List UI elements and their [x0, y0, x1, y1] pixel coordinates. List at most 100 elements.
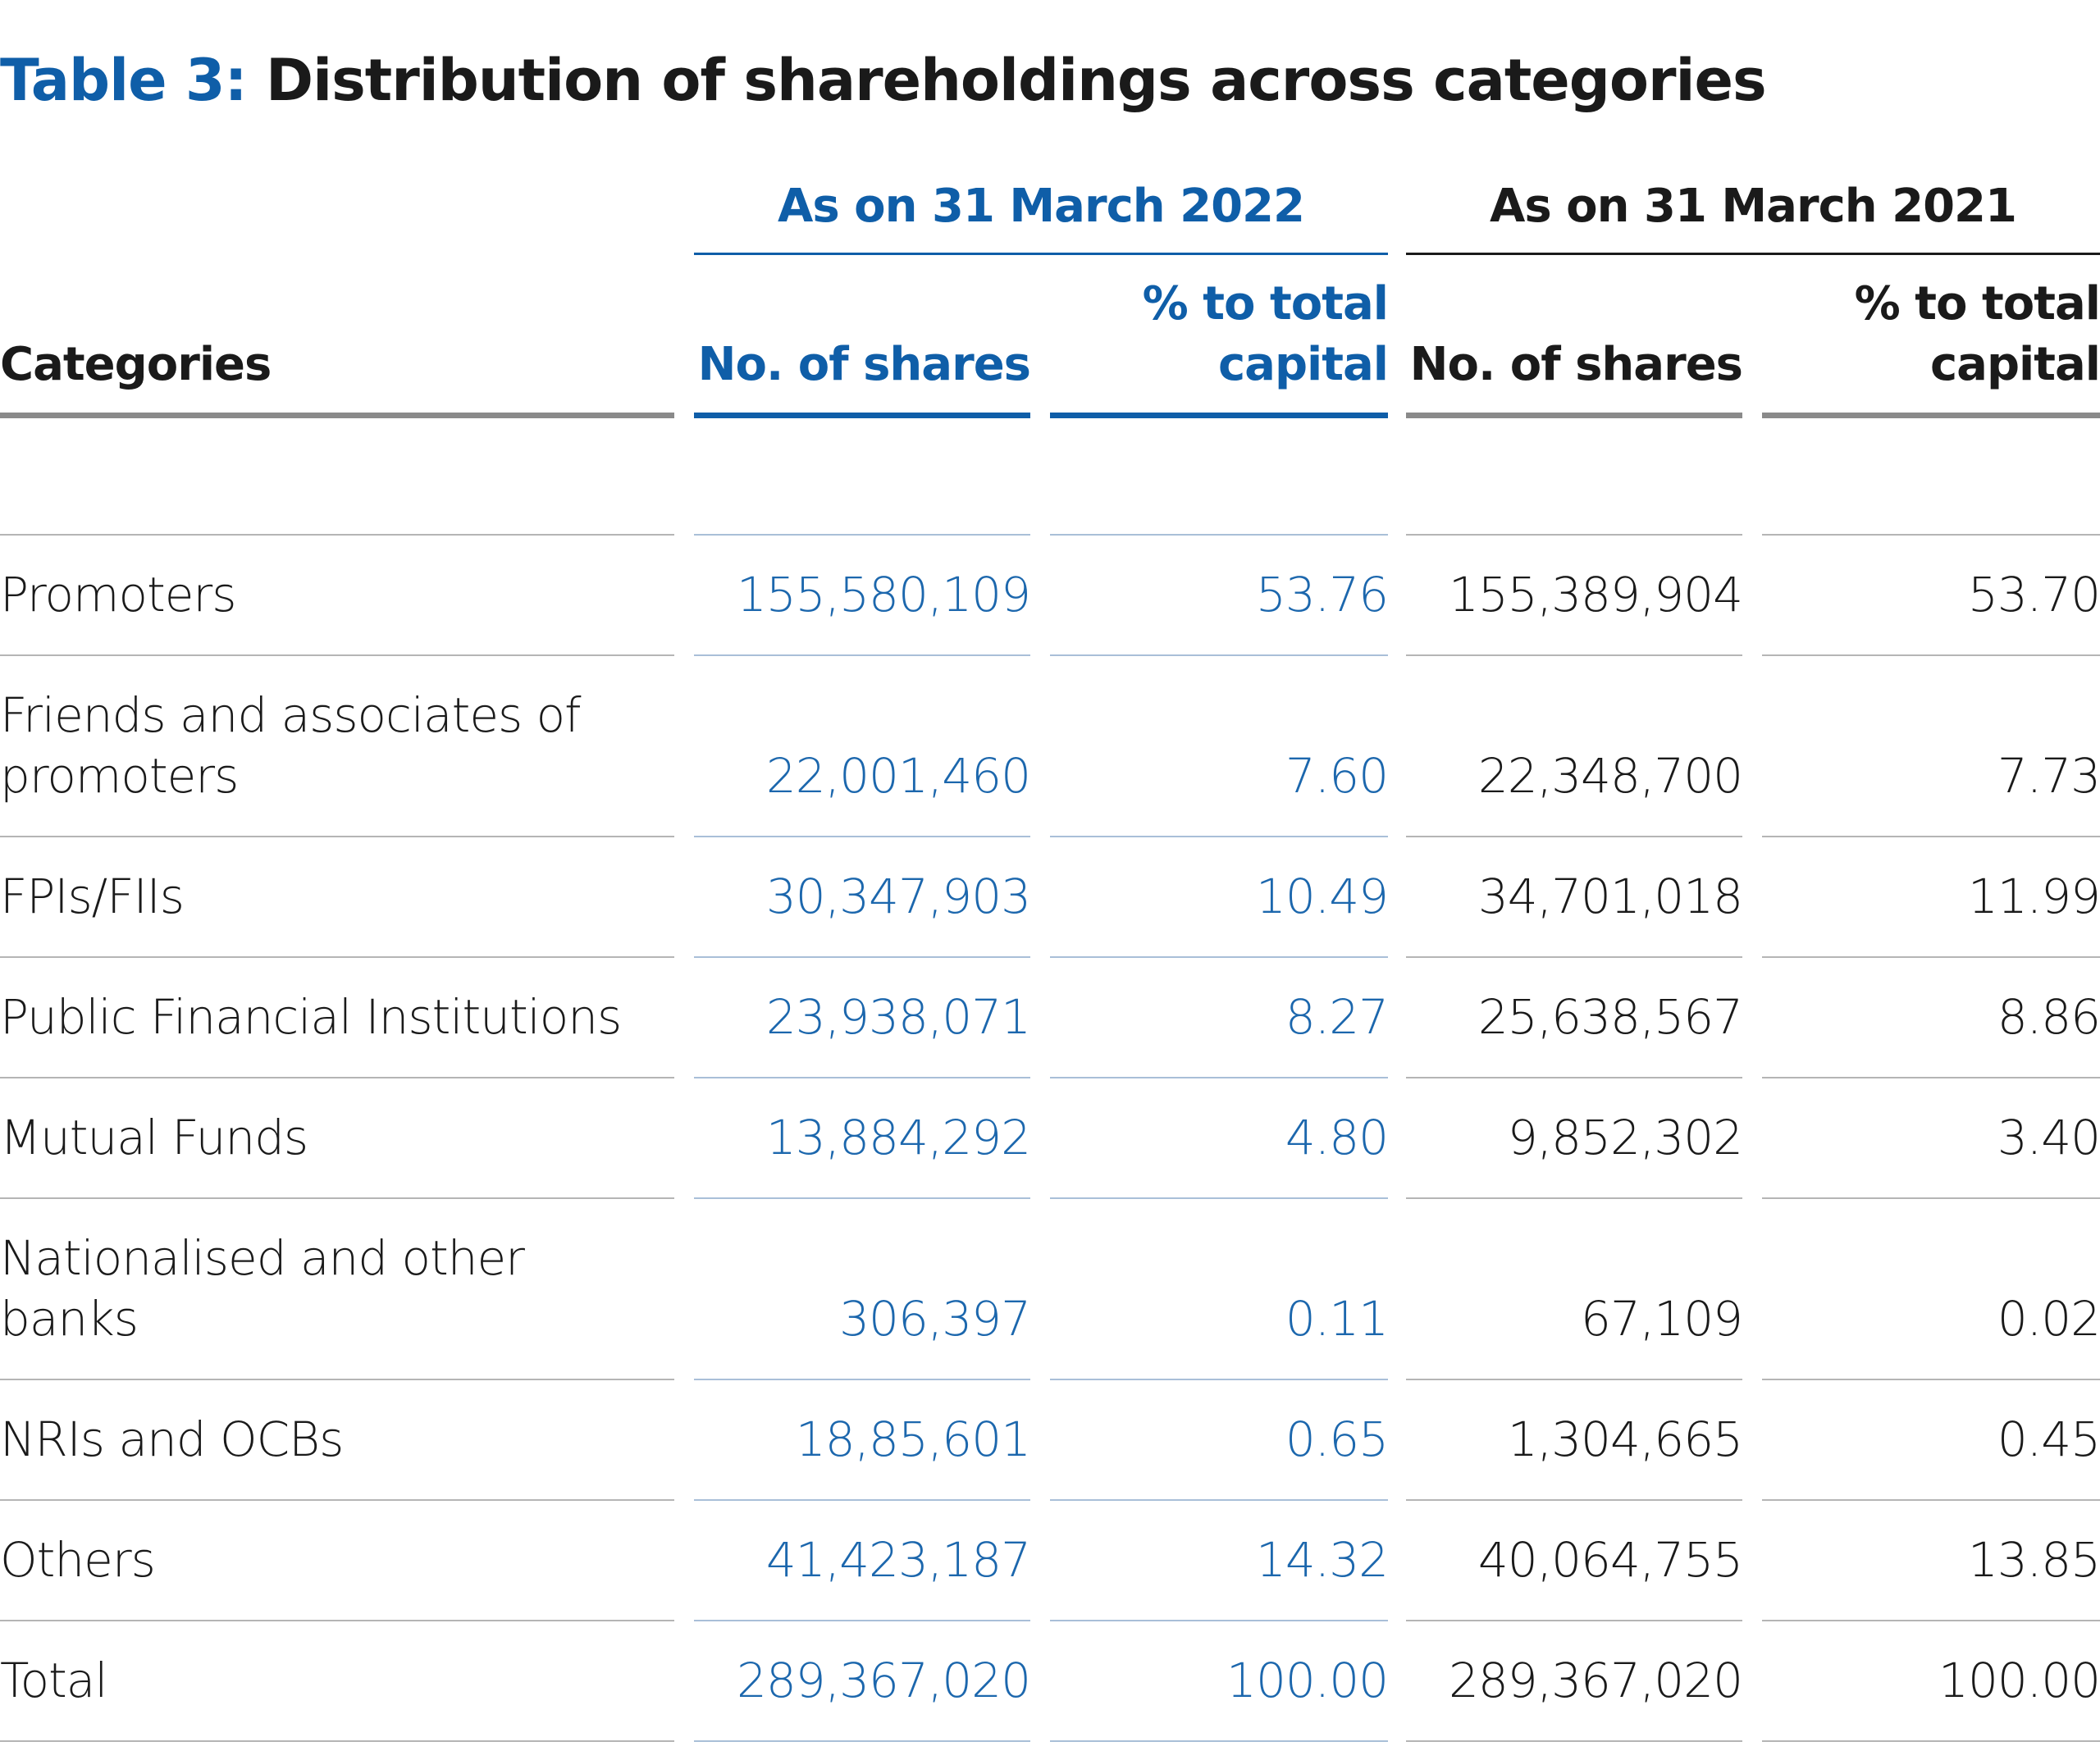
column-header-shares-2021: No. of shares — [1409, 338, 1743, 391]
row-rule — [1406, 1077, 1742, 1078]
row-rule — [1762, 534, 2100, 536]
pct-2022-cell: 0.65 — [1285, 1411, 1389, 1467]
shares-2022-cell: 30,347,903 — [765, 869, 1031, 924]
pct-2022-cell: 0.11 — [1285, 1291, 1389, 1347]
shares-2021-cell: 67,109 — [1581, 1291, 1743, 1347]
header-rule-shares-2021 — [1406, 413, 1742, 418]
row-rule — [694, 836, 1030, 837]
row-rule — [0, 1620, 674, 1621]
group-rule-2022 — [694, 253, 1388, 255]
row-rule — [1406, 1620, 1742, 1621]
table-caption: Distribution of shareholdings across cat… — [265, 47, 1767, 114]
shares-2021-cell: 9,852,302 — [1507, 1110, 1743, 1165]
pct-2021-cell: 7.73 — [1997, 748, 2100, 804]
group-header-2021: As on 31 March 2021 — [1490, 180, 2017, 233]
category-cell: promoters — [0, 748, 239, 804]
category-cell: Nationalised and other — [0, 1230, 525, 1286]
row-rule — [1050, 1077, 1388, 1078]
pct-2022-cell: 53.76 — [1255, 567, 1389, 622]
row-rule — [1762, 1379, 2100, 1380]
pct-2021-cell: 11.99 — [1967, 869, 2100, 924]
row-rule — [694, 956, 1030, 958]
column-header-pct-2021-line1: % to total — [1854, 277, 2100, 331]
row-rule — [1406, 1499, 1742, 1501]
category-cell: banks — [0, 1291, 139, 1347]
row-rule — [0, 654, 674, 656]
shares-2022-cell: 306,397 — [839, 1291, 1031, 1347]
pct-2021-cell: 13.85 — [1967, 1532, 2100, 1588]
header-rule-pct-2022 — [1050, 413, 1388, 418]
pct-2021-cell: 100.00 — [1938, 1653, 2100, 1708]
row-rule — [1406, 836, 1742, 837]
column-header-categories: Categories — [0, 338, 272, 391]
shares-2022-cell: 13,884,292 — [765, 1110, 1031, 1165]
row-rule — [1406, 654, 1742, 656]
row-rule — [1050, 534, 1388, 536]
row-rule — [1406, 1197, 1742, 1199]
row-rule — [0, 534, 674, 536]
header-rule-categories — [0, 413, 674, 418]
row-rule — [0, 956, 674, 958]
row-rule — [1050, 956, 1388, 958]
shares-2021-cell: 34,701,018 — [1477, 869, 1743, 924]
category-cell: Promoters — [0, 567, 236, 622]
shares-2022-cell: 41,423,187 — [765, 1532, 1031, 1588]
shares-2022-cell: 23,938,071 — [765, 989, 1031, 1045]
row-rule — [0, 1379, 674, 1380]
row-rule — [1050, 1740, 1388, 1742]
shares-2021-cell: 289,367,020 — [1449, 1653, 1743, 1708]
column-header-pct-2022-line1: % to total — [1142, 277, 1389, 331]
pct-2021-cell: 8.86 — [1997, 989, 2100, 1045]
pct-2022-cell: 14.32 — [1255, 1532, 1389, 1588]
category-cell: FPIs/FIIs — [0, 869, 185, 924]
group-rule-2021 — [1406, 253, 2100, 255]
row-rule — [694, 1499, 1030, 1501]
shares-2021-cell: 40,064,755 — [1477, 1532, 1743, 1588]
shares-2022-cell: 289,367,020 — [737, 1653, 1031, 1708]
pct-2021-cell: 0.02 — [1997, 1291, 2100, 1347]
category-cell: Others — [0, 1532, 156, 1588]
category-cell: Total — [0, 1653, 107, 1708]
group-header-2022: As on 31 March 2022 — [778, 180, 1305, 233]
row-rule — [694, 534, 1030, 536]
category-cell: Public Financial Institutions — [0, 989, 622, 1045]
column-header-shares-2022: No. of shares — [697, 338, 1031, 391]
row-rule — [694, 1077, 1030, 1078]
row-rule — [1762, 1077, 2100, 1078]
pct-2022-cell: 10.49 — [1255, 869, 1389, 924]
pct-2022-cell: 4.80 — [1285, 1110, 1389, 1165]
shares-2022-cell: 22,001,460 — [765, 748, 1031, 804]
row-rule — [1050, 1620, 1388, 1621]
row-rule — [1050, 1379, 1388, 1380]
row-rule — [0, 1077, 674, 1078]
shares-2021-cell: 1,304,665 — [1507, 1411, 1743, 1467]
shares-2021-cell: 22,348,700 — [1477, 748, 1743, 804]
row-rule — [1406, 956, 1742, 958]
row-rule — [1406, 1740, 1742, 1742]
row-rule — [694, 1620, 1030, 1621]
row-rule — [1762, 654, 2100, 656]
column-header-pct-2021-line2: capital — [1929, 338, 2100, 391]
pct-2021-cell: 0.45 — [1997, 1411, 2100, 1467]
row-rule — [1762, 1740, 2100, 1742]
row-rule — [694, 1740, 1030, 1742]
pct-2022-cell: 100.00 — [1226, 1653, 1389, 1708]
row-rule — [1762, 1197, 2100, 1199]
row-rule — [1762, 1499, 2100, 1501]
pct-2021-cell: 53.70 — [1967, 567, 2100, 622]
category-cell: Friends and associates of — [0, 687, 582, 743]
row-rule — [1762, 956, 2100, 958]
row-rule — [0, 1197, 674, 1199]
pct-2022-cell: 8.27 — [1285, 989, 1389, 1045]
row-rule — [0, 1499, 674, 1501]
row-rule — [1406, 1379, 1742, 1380]
row-rule — [1762, 836, 2100, 837]
row-rule — [1406, 534, 1742, 536]
row-rule — [694, 1379, 1030, 1380]
header-rule-pct-2021 — [1762, 413, 2100, 418]
row-rule — [1050, 654, 1388, 656]
table-number: Table 3: — [0, 47, 248, 114]
row-rule — [0, 1740, 674, 1742]
row-rule — [694, 654, 1030, 656]
shares-2021-cell: 25,638,567 — [1477, 989, 1743, 1045]
